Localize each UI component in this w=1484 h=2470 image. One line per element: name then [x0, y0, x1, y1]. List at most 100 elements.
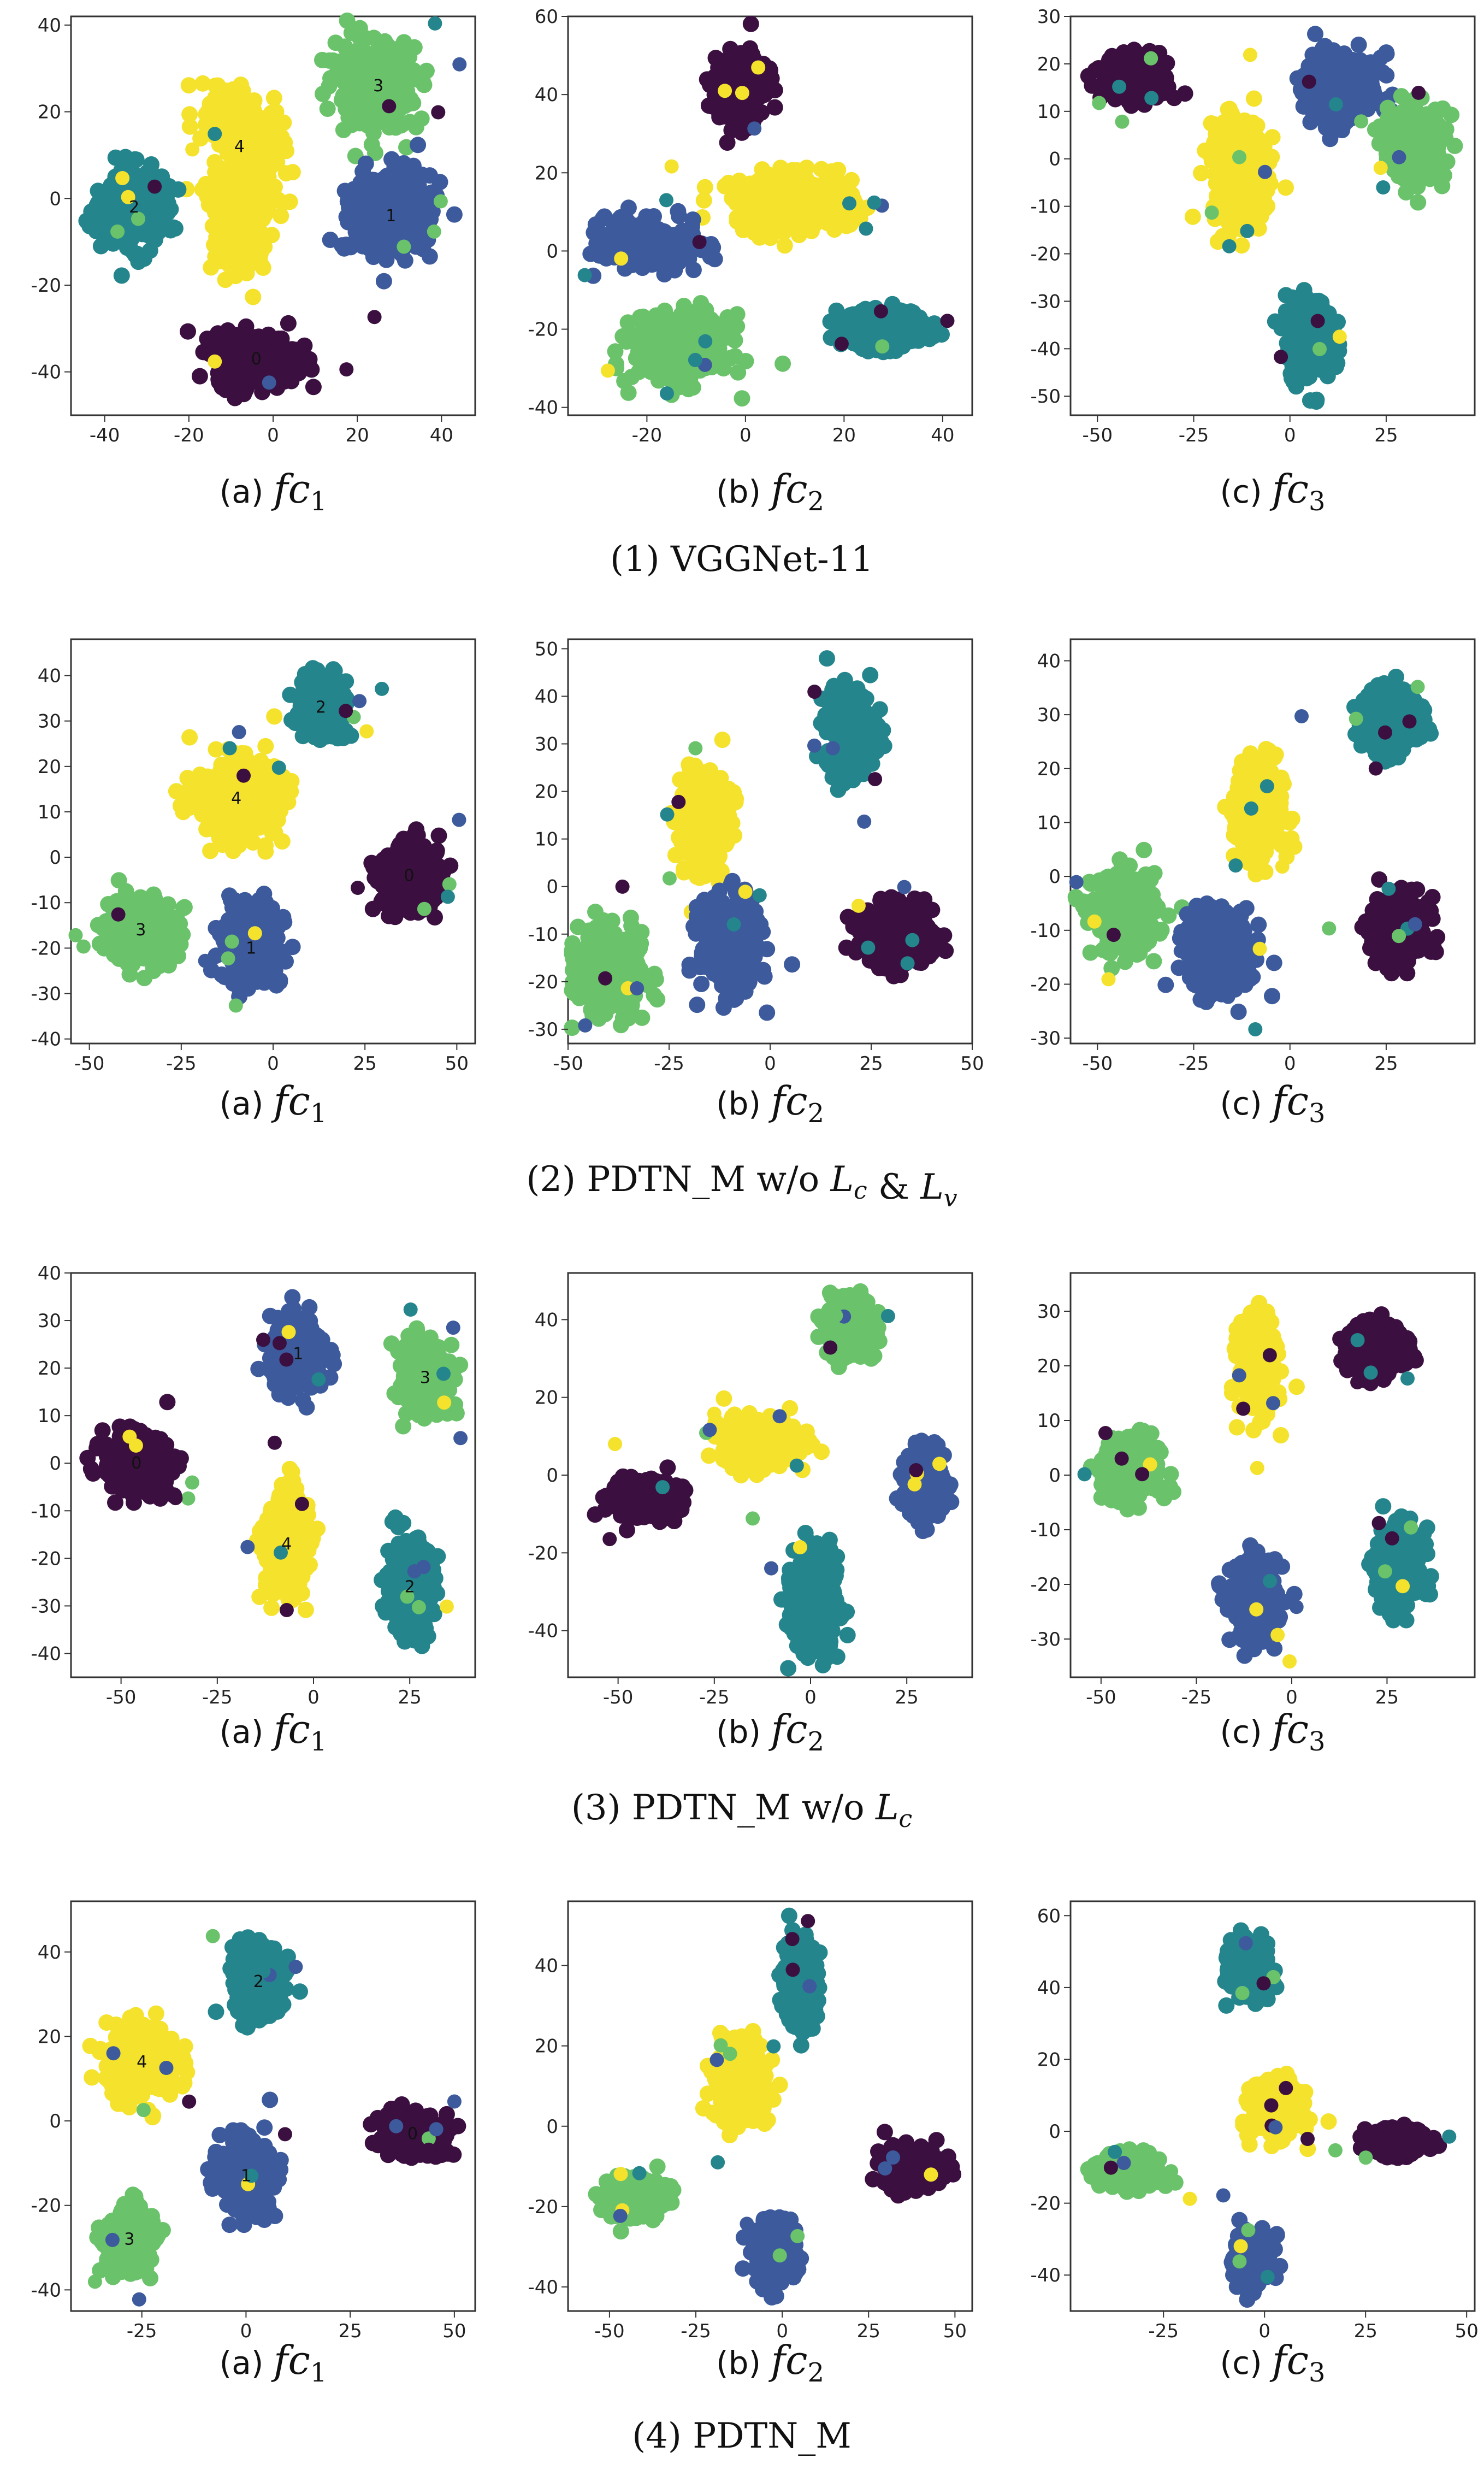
point-class-1 [375, 273, 392, 290]
point-class-4 [746, 224, 762, 241]
point-class-3 [1232, 150, 1246, 164]
point-class-3 [367, 144, 383, 161]
point-class-1 [322, 232, 339, 248]
point-class-4 [1245, 90, 1262, 107]
point-class-2 [1144, 91, 1159, 105]
point-class-4 [245, 288, 262, 305]
point-class-3 [110, 224, 125, 239]
point-class-0 [367, 310, 382, 325]
point-class-3 [774, 355, 791, 372]
point-class-4 [776, 237, 793, 254]
point-class-3 [1413, 147, 1429, 164]
point-class-0 [703, 98, 720, 115]
point-class-1 [620, 199, 637, 216]
cluster-label: 1 [386, 207, 396, 226]
point-class-4 [1232, 182, 1249, 199]
fc-label: fc [271, 466, 310, 512]
point-class-1 [656, 225, 673, 241]
point-class-0 [834, 337, 849, 351]
point-class-2 [428, 16, 442, 31]
point-class-3 [670, 362, 687, 379]
point-class-3 [614, 328, 631, 345]
point-class-0 [741, 47, 755, 62]
point-class-1 [606, 227, 623, 244]
x-tick-label: 0 [740, 425, 752, 446]
point-class-4 [747, 192, 764, 209]
cluster-label: 4 [234, 137, 245, 156]
point-class-3 [719, 329, 736, 346]
point-class-4 [1223, 105, 1240, 122]
point-class-4 [263, 227, 280, 244]
point-class-1 [356, 234, 373, 251]
point-class-4 [194, 75, 211, 92]
point-class-3 [415, 73, 431, 90]
point-class-1 [392, 175, 407, 190]
y-tick-label: 40 [38, 15, 61, 37]
point-class-1 [395, 223, 412, 240]
point-class-3 [875, 339, 890, 354]
point-class-0 [1176, 85, 1193, 102]
point-class-0 [742, 15, 759, 32]
point-class-3 [636, 353, 653, 370]
point-class-0 [719, 134, 736, 151]
point-class-0 [236, 387, 250, 401]
y-tick-label: -20 [528, 319, 558, 341]
point-class-2 [842, 196, 856, 211]
point-class-3 [704, 319, 721, 336]
point-class-1 [1378, 44, 1395, 61]
point-class-4 [208, 229, 225, 246]
point-class-2 [688, 352, 702, 367]
point-class-2 [698, 334, 713, 349]
panel-letter: (b) [716, 473, 771, 510]
point-class-4 [208, 95, 224, 111]
point-class-1 [670, 203, 687, 220]
point-class-4 [1264, 129, 1281, 146]
point-class-2 [577, 268, 592, 282]
point-class-3 [1427, 101, 1444, 118]
point-class-0 [1302, 74, 1316, 89]
point-class-0 [191, 368, 208, 385]
point-class-4 [664, 159, 679, 174]
point-class-1 [410, 137, 427, 154]
point-class-3 [393, 117, 410, 134]
point-class-2 [867, 195, 882, 210]
y-tick-label: -40 [528, 397, 558, 419]
point-class-4 [207, 164, 224, 181]
y-tick-label: 20 [38, 102, 61, 123]
point-class-3 [358, 30, 375, 47]
point-class-4 [265, 90, 282, 107]
panel-letter: (a) [220, 473, 274, 510]
fc-label: fc [768, 466, 807, 512]
point-class-4 [115, 171, 130, 185]
point-class-4 [185, 142, 200, 157]
point-class-3 [1409, 164, 1426, 181]
y-tick-label: 40 [535, 84, 558, 106]
point-class-4 [249, 113, 265, 129]
cluster-label: 0 [251, 350, 262, 369]
x-tick-label: 40 [430, 425, 453, 446]
point-class-0 [692, 235, 707, 249]
point-class-2 [113, 267, 130, 284]
x-tick-label: 40 [931, 425, 954, 446]
point-class-2 [1240, 223, 1255, 238]
point-class-3 [339, 12, 356, 29]
point-class-1 [1341, 90, 1358, 107]
point-class-1 [364, 172, 381, 189]
x-tick-label: 0 [267, 425, 279, 446]
point-class-2 [1222, 239, 1237, 254]
point-class-4 [786, 181, 803, 198]
point-class-1 [747, 121, 762, 136]
point-class-2 [107, 149, 124, 166]
point-class-1 [1350, 37, 1367, 53]
point-class-4 [823, 163, 840, 180]
point-class-4 [235, 184, 250, 199]
point-class-3 [381, 73, 397, 90]
point-class-4 [255, 260, 271, 276]
point-class-3 [433, 194, 448, 209]
point-class-2 [895, 306, 912, 323]
point-class-4 [273, 208, 289, 225]
point-class-4 [229, 169, 246, 186]
point-class-4 [234, 117, 251, 134]
point-class-4 [230, 155, 247, 172]
